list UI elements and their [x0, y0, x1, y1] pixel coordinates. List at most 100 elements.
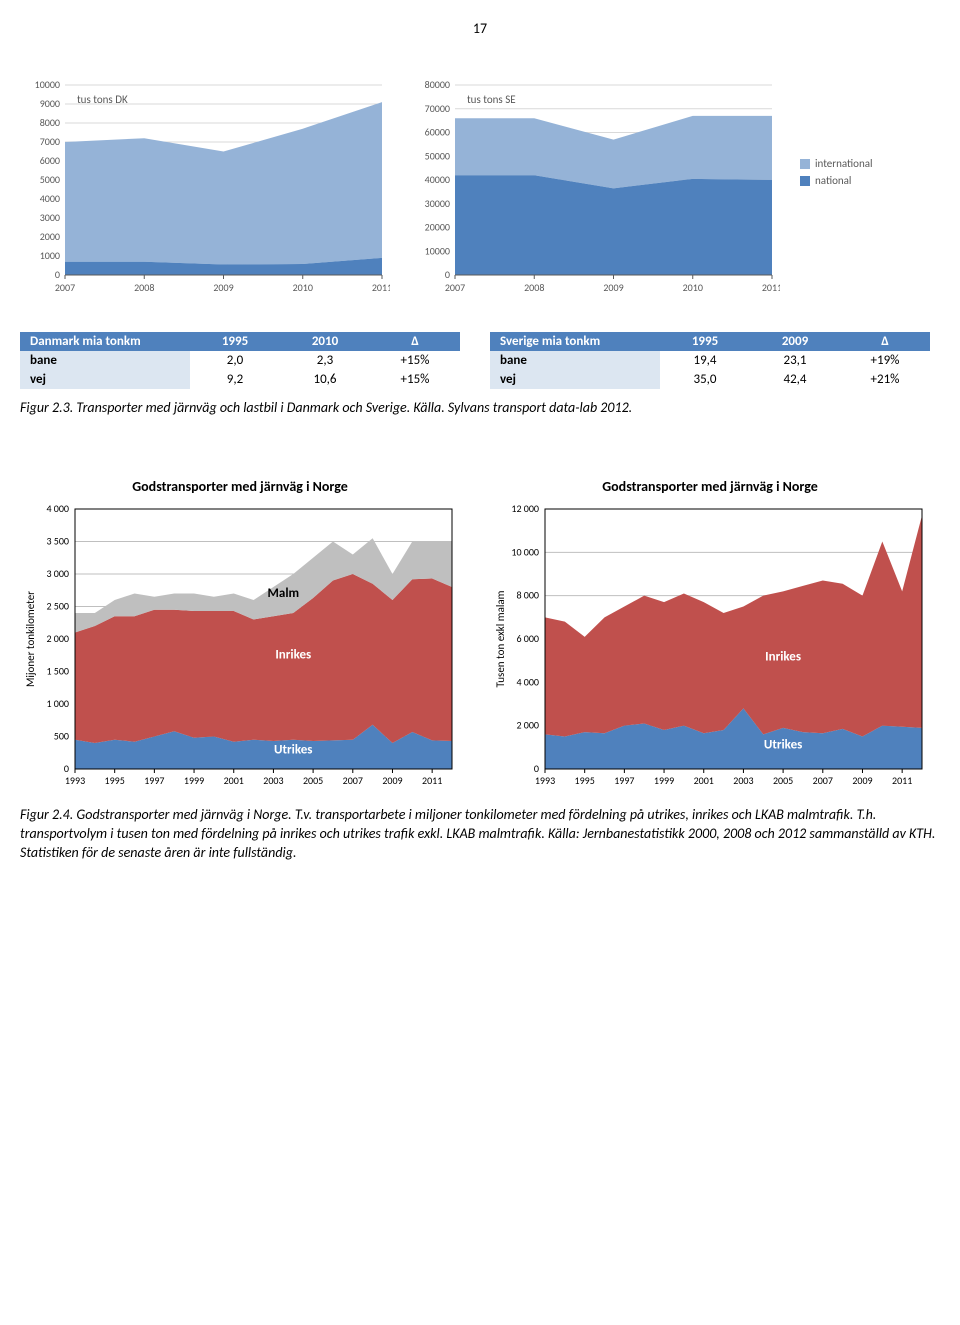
caption-fig-2-3: Figur 2.3. Transporter med järnväg och l… [20, 399, 940, 418]
table-cell: +15% [370, 351, 460, 370]
table-cell: bane [490, 351, 660, 370]
svg-text:1993: 1993 [65, 774, 85, 787]
table-cell: 2,3 [280, 351, 370, 370]
svg-text:20000: 20000 [425, 221, 450, 234]
table-sweden: Sverige mia tonkm19952009Δbane19,423,1+1… [490, 332, 930, 389]
svg-text:2008: 2008 [134, 281, 154, 294]
table-cell: 9,2 [190, 370, 280, 389]
svg-text:2001: 2001 [694, 774, 714, 787]
table-cell: bane [20, 351, 190, 370]
svg-text:6000: 6000 [40, 154, 60, 167]
svg-text:2005: 2005 [773, 774, 793, 787]
svg-text:2011: 2011 [422, 774, 442, 787]
svg-text:10000: 10000 [35, 78, 60, 91]
svg-text:1993: 1993 [535, 774, 555, 787]
svg-text:1000: 1000 [40, 249, 60, 262]
svg-text:70000: 70000 [425, 102, 450, 115]
table-cell: vej [20, 370, 190, 389]
chart-norway-left: Godstransporter med järnväg i Norge 0500… [20, 478, 460, 796]
svg-text:2011: 2011 [892, 774, 912, 787]
chart-norway-right: Godstransporter med järnväg i Norge 02 0… [490, 478, 930, 796]
svg-text:60000: 60000 [425, 126, 450, 139]
legend-label: national [815, 174, 851, 187]
svg-text:9000: 9000 [40, 97, 60, 110]
svg-text:tus tons DK: tus tons DK [77, 93, 128, 106]
svg-text:30000: 30000 [425, 197, 450, 210]
svg-text:7000: 7000 [40, 135, 60, 148]
svg-text:2009: 2009 [603, 281, 623, 294]
top-charts-row: 0100020003000400050006000700080009000100… [20, 77, 940, 302]
svg-text:1995: 1995 [575, 774, 595, 787]
table-row: bane2,02,3+15% [20, 351, 460, 370]
svg-text:10000: 10000 [425, 244, 450, 257]
bottom-charts-row: Godstransporter med järnväg i Norge 0500… [20, 478, 940, 796]
svg-text:5000: 5000 [40, 173, 60, 186]
svg-text:2003: 2003 [733, 774, 753, 787]
table-denmark: Danmark mia tonkm19952010Δbane2,02,3+15%… [20, 332, 460, 389]
svg-text:Inrikes: Inrikes [765, 650, 801, 665]
svg-text:8 000: 8 000 [516, 589, 539, 602]
legend-swatch-international-icon [800, 159, 810, 169]
svg-text:6 000: 6 000 [516, 632, 539, 645]
svg-text:Malm: Malm [268, 586, 300, 601]
svg-text:2008: 2008 [524, 281, 544, 294]
svg-text:Utrikes: Utrikes [274, 742, 312, 757]
table-header: Sverige mia tonkm [490, 332, 660, 351]
svg-text:2000: 2000 [40, 230, 60, 243]
legend-swatch-national-icon [800, 176, 810, 186]
table-cell: 42,4 [750, 370, 840, 389]
table-header: 1995 [660, 332, 750, 351]
table-cell: +19% [840, 351, 930, 370]
table-row: bane19,423,1+19% [490, 351, 930, 370]
svg-text:2007: 2007 [55, 281, 75, 294]
legend-item-national: national [800, 174, 873, 187]
svg-text:2009: 2009 [213, 281, 233, 294]
svg-text:2007: 2007 [445, 281, 465, 294]
svg-text:2005: 2005 [303, 774, 323, 787]
svg-text:0: 0 [55, 268, 60, 281]
svg-text:1999: 1999 [654, 774, 674, 787]
svg-text:2007: 2007 [813, 774, 833, 787]
svg-text:8000: 8000 [40, 116, 60, 129]
table-header: Δ [370, 332, 460, 351]
table-cell: 23,1 [750, 351, 840, 370]
table-header: 1995 [190, 332, 280, 351]
svg-text:3 500: 3 500 [46, 534, 69, 547]
table-cell: 19,4 [660, 351, 750, 370]
tables-row: Danmark mia tonkm19952010Δbane2,02,3+15%… [20, 332, 940, 389]
top-legend: international national [800, 77, 873, 191]
svg-text:3 000: 3 000 [46, 567, 69, 580]
table-header: 2009 [750, 332, 840, 351]
svg-text:Mijoner tonkilometer: Mijoner tonkilometer [24, 591, 37, 687]
svg-text:1999: 1999 [184, 774, 204, 787]
svg-text:1 000: 1 000 [46, 697, 69, 710]
svg-text:2 000: 2 000 [516, 719, 539, 732]
table-header: 2010 [280, 332, 370, 351]
svg-text:Tusen ton exkl malam: Tusen ton exkl malam [494, 590, 507, 687]
table-row: vej35,042,4+21% [490, 370, 930, 389]
svg-text:1997: 1997 [614, 774, 634, 787]
svg-text:10 000: 10 000 [511, 545, 539, 558]
svg-text:2 500: 2 500 [46, 599, 69, 612]
svg-text:2009: 2009 [382, 774, 402, 787]
legend-item-international: international [800, 157, 873, 170]
svg-text:4 000: 4 000 [46, 502, 69, 515]
svg-text:1 500: 1 500 [46, 664, 69, 677]
table-cell: 35,0 [660, 370, 750, 389]
svg-text:3000: 3000 [40, 211, 60, 224]
chart-title: Godstransporter med järnväg i Norge [20, 478, 460, 495]
table-cell: 10,6 [280, 370, 370, 389]
table-cell: vej [490, 370, 660, 389]
chart-title: Godstransporter med järnväg i Norge [490, 478, 930, 495]
svg-text:2001: 2001 [224, 774, 244, 787]
svg-text:2011: 2011 [762, 281, 780, 294]
table-header: Δ [840, 332, 930, 351]
svg-text:Inrikes: Inrikes [275, 647, 311, 662]
svg-text:50000: 50000 [425, 149, 450, 162]
caption-fig-2-4: Figur 2.4. Godstransporter med järnväg i… [20, 806, 940, 863]
svg-text:Utrikes: Utrikes [764, 737, 802, 752]
svg-text:1997: 1997 [144, 774, 164, 787]
table-header: Danmark mia tonkm [20, 332, 190, 351]
table-cell: +15% [370, 370, 460, 389]
svg-text:2007: 2007 [343, 774, 363, 787]
